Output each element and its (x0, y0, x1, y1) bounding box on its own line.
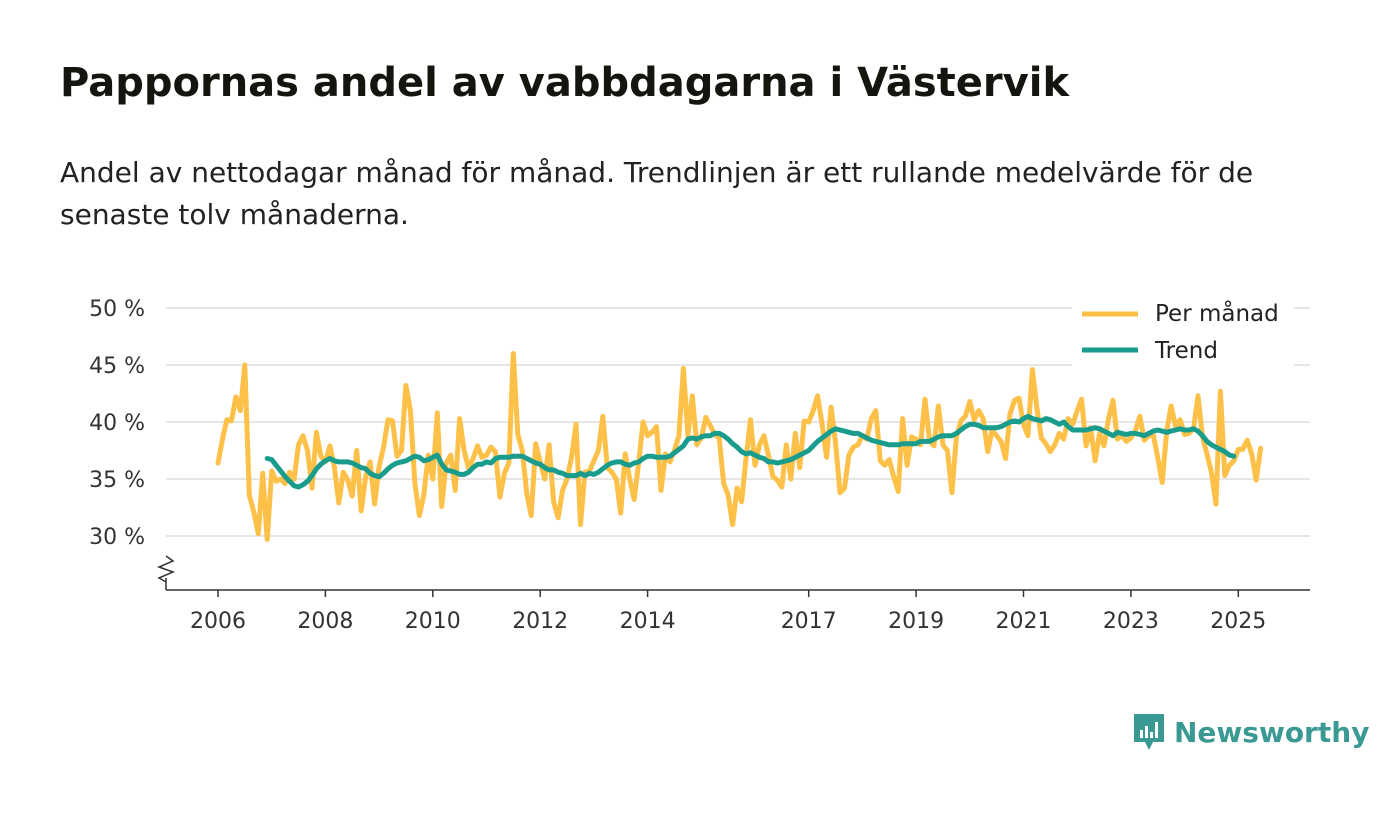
chart-title: Pappornas andel av vabbdagarna i Västerv… (60, 60, 1070, 106)
x-tick-label: 2012 (512, 609, 568, 634)
x-tick-label: 2008 (297, 609, 353, 634)
legend-label-monthly: Per månad (1155, 299, 1279, 327)
x-tick-label: 2023 (1103, 609, 1159, 634)
x-tick-label: 2006 (190, 609, 246, 634)
y-axis-break-icon (156, 555, 176, 583)
y-tick-label: 40 % (89, 411, 145, 436)
series-lines (215, 351, 1264, 542)
x-tick-label: 2021 (996, 609, 1052, 634)
x-tick-label: 2019 (888, 609, 944, 634)
chart-subtitle: Andel av nettodagar månad för månad. Tre… (60, 156, 1254, 231)
series-line-monthly (215, 351, 1264, 542)
x-axis-ticks: 2006 2008 2010 2012 2014 2017 2019 2021 2023 2025 (190, 590, 1266, 634)
x-tick-label: 2017 (781, 609, 837, 634)
series-line-trend (264, 413, 1237, 490)
x-tick-label: 2014 (620, 609, 676, 634)
legend-label-trend: Trend (1154, 338, 1218, 364)
y-tick-label: 30 % (89, 525, 145, 550)
brand-logo: Newsworthy (1132, 712, 1369, 752)
y-tick-label: 45 % (89, 354, 145, 379)
newsworthy-logo-icon (1134, 714, 1164, 750)
y-axis-ticks: 30 % 35 % 40 % 45 % 50 % (89, 297, 145, 550)
y-tick-label: 35 % (89, 468, 145, 493)
axes (156, 555, 1310, 591)
legend: Per månad Trend (1072, 292, 1294, 368)
x-tick-label: 2025 (1210, 609, 1266, 634)
legend-background (1072, 292, 1294, 368)
x-tick-label: 2010 (405, 609, 461, 634)
brand-name: Newsworthy (1174, 715, 1370, 749)
y-tick-label: 50 % (89, 297, 145, 322)
